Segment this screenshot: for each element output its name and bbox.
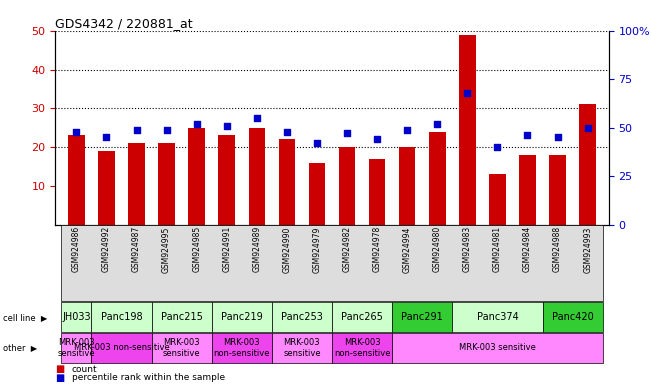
Point: [462, 90, 473, 96]
Bar: [339, 147, 355, 225]
Text: count: count: [72, 365, 97, 374]
Point: [522, 132, 533, 139]
Bar: [429, 132, 445, 225]
Text: Panc253: Panc253: [281, 312, 323, 322]
Bar: [158, 143, 175, 225]
Text: GSM924984: GSM924984: [523, 226, 532, 272]
Text: GSM924982: GSM924982: [342, 226, 352, 272]
Bar: [279, 139, 295, 225]
Text: GSM924994: GSM924994: [403, 226, 411, 273]
Bar: [309, 162, 326, 225]
Text: Panc291: Panc291: [402, 312, 443, 322]
Text: MRK-003
non-sensitive: MRK-003 non-sensitive: [214, 338, 270, 358]
Text: Panc374: Panc374: [477, 312, 518, 322]
Bar: [128, 143, 145, 225]
Point: [71, 129, 81, 135]
Text: MRK-003
sensitive: MRK-003 sensitive: [283, 338, 321, 358]
Text: cell line  ▶: cell line ▶: [3, 313, 48, 322]
Text: GSM924987: GSM924987: [132, 226, 141, 272]
Bar: [98, 151, 115, 225]
Bar: [68, 136, 85, 225]
Point: [432, 121, 443, 127]
Bar: [519, 155, 536, 225]
Text: GDS4342 / 220881_at: GDS4342 / 220881_at: [55, 17, 193, 30]
Text: GSM924990: GSM924990: [283, 226, 292, 273]
Text: GSM924993: GSM924993: [583, 226, 592, 273]
Point: [402, 127, 412, 133]
Text: Panc265: Panc265: [341, 312, 383, 322]
Text: ■: ■: [55, 373, 64, 383]
Text: Panc219: Panc219: [221, 312, 262, 322]
Text: Panc215: Panc215: [161, 312, 202, 322]
Text: GSM924989: GSM924989: [253, 226, 261, 272]
Point: [583, 124, 593, 131]
Text: GSM924986: GSM924986: [72, 226, 81, 272]
Bar: [219, 136, 235, 225]
Bar: [399, 147, 415, 225]
Point: [342, 131, 352, 137]
Point: [282, 129, 292, 135]
Text: GSM924981: GSM924981: [493, 226, 502, 272]
Point: [252, 115, 262, 121]
Point: [221, 122, 232, 129]
Point: [552, 134, 562, 141]
Text: MRK-003
sensitive: MRK-003 sensitive: [163, 338, 201, 358]
Text: percentile rank within the sample: percentile rank within the sample: [72, 373, 225, 382]
Point: [372, 136, 382, 142]
Text: MRK-003
sensitive: MRK-003 sensitive: [57, 338, 95, 358]
Point: [492, 144, 503, 150]
Text: ■: ■: [55, 364, 64, 374]
Text: Panc198: Panc198: [101, 312, 143, 322]
Text: GSM924983: GSM924983: [463, 226, 472, 272]
Text: GSM924988: GSM924988: [553, 226, 562, 272]
Text: GSM924979: GSM924979: [312, 226, 322, 273]
Text: MRK-003 sensitive: MRK-003 sensitive: [459, 343, 536, 353]
Text: MRK-003 non-sensitive: MRK-003 non-sensitive: [74, 343, 169, 353]
Bar: [489, 174, 506, 225]
Point: [102, 134, 112, 141]
Text: other  ▶: other ▶: [3, 343, 38, 353]
Point: [312, 140, 322, 146]
Text: GSM924985: GSM924985: [192, 226, 201, 272]
Bar: [549, 155, 566, 225]
Bar: [369, 159, 385, 225]
Text: JH033: JH033: [62, 312, 90, 322]
Text: GSM924978: GSM924978: [372, 226, 381, 272]
Bar: [249, 127, 265, 225]
Point: [191, 121, 202, 127]
Text: Panc420: Panc420: [551, 312, 594, 322]
Bar: [459, 35, 476, 225]
Text: GSM924991: GSM924991: [222, 226, 231, 272]
Bar: [579, 104, 596, 225]
Text: GSM924992: GSM924992: [102, 226, 111, 272]
Text: GSM924995: GSM924995: [162, 226, 171, 273]
Text: MRK-003
non-sensitive: MRK-003 non-sensitive: [334, 338, 391, 358]
Text: GSM924980: GSM924980: [433, 226, 442, 272]
Point: [161, 127, 172, 133]
Point: [132, 127, 142, 133]
Bar: [188, 127, 205, 225]
